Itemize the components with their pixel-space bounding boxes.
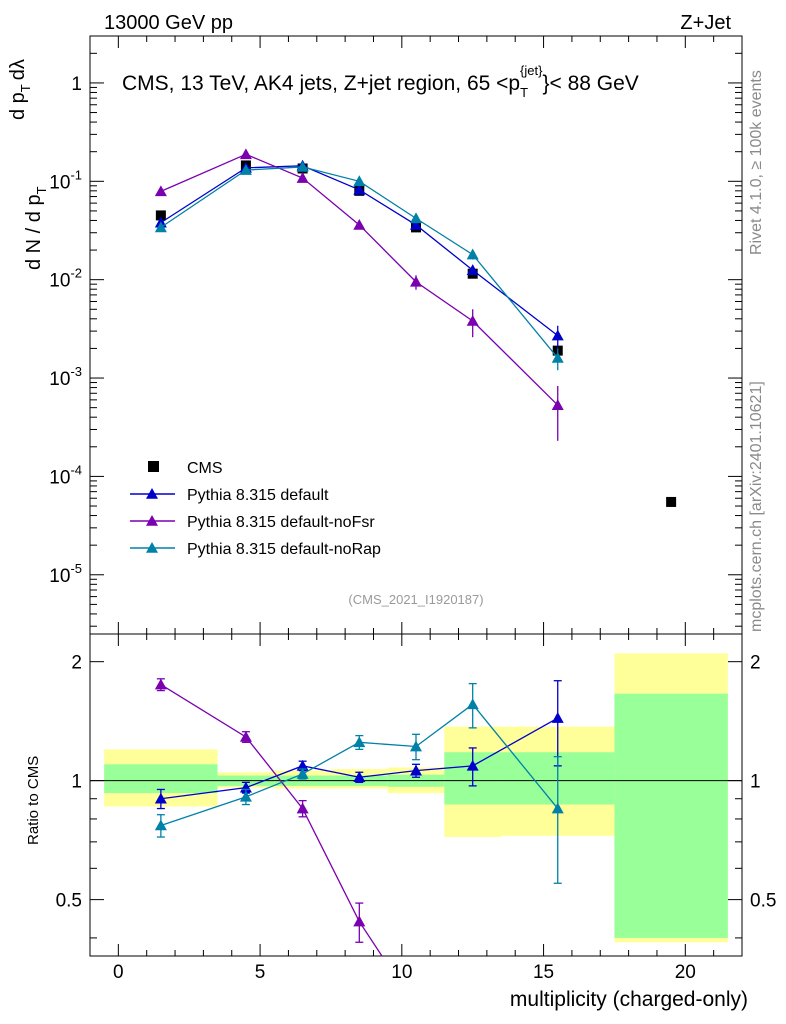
y-tick-label: 10-4 bbox=[49, 462, 82, 488]
noRap-ratio-marker bbox=[551, 802, 564, 814]
noRap-ratio-marker bbox=[239, 790, 252, 802]
default-ratio-marker bbox=[466, 759, 479, 771]
plot-title: CMS, 13 TeV, AK4 jets, Z+jet region, 65 … bbox=[122, 63, 639, 100]
process-label: Z+Jet bbox=[680, 12, 731, 34]
noFsr-ratio-marker bbox=[239, 730, 252, 742]
ratio-series-layer bbox=[154, 678, 564, 957]
noRap-marker bbox=[154, 221, 167, 233]
default-marker bbox=[410, 218, 422, 230]
legend-marker-cms bbox=[148, 461, 159, 472]
noRap-ratio-marker bbox=[466, 698, 479, 710]
ratio-y-tick-label: 1 bbox=[71, 772, 82, 793]
default-ratio-marker bbox=[551, 712, 564, 723]
noFsr-marker bbox=[239, 148, 252, 160]
x-tick-label: 20 bbox=[675, 962, 696, 983]
default-marker bbox=[353, 183, 366, 195]
legend-label: Pythia 8.315 default-noRap bbox=[187, 541, 381, 558]
noFsr-marker bbox=[466, 315, 479, 326]
noFsr-marker bbox=[296, 172, 309, 183]
y-tick-label: 10-1 bbox=[49, 167, 82, 193]
legend-marker bbox=[146, 515, 158, 526]
noRap-marker bbox=[239, 164, 252, 175]
y-tick-label: 10-2 bbox=[49, 266, 82, 292]
default-ratio-marker bbox=[154, 792, 167, 804]
legend-marker bbox=[146, 488, 158, 499]
ratio-y-tick-label: 2 bbox=[71, 653, 82, 674]
noRap-ratio-marker bbox=[296, 767, 309, 779]
main-series-layer bbox=[154, 148, 677, 507]
x-tick-label: 0 bbox=[113, 962, 124, 983]
ratio-y-tick-label-right: 1 bbox=[750, 772, 761, 793]
noFsr-ratio-marker bbox=[296, 802, 309, 814]
cms-data-point bbox=[155, 210, 166, 221]
ratio-y-axis-label: Ratio to CMS bbox=[25, 756, 42, 845]
cms-data-point bbox=[666, 496, 677, 507]
uncertainty-bands bbox=[90, 653, 742, 943]
noRap-ratio-marker bbox=[154, 819, 167, 831]
noRap-marker bbox=[551, 351, 564, 363]
legend-label: Pythia 8.315 default bbox=[187, 487, 329, 504]
svg-text:d pTdλ: d pTdλ bbox=[7, 59, 33, 120]
y-tick-label: 10-5 bbox=[49, 561, 82, 587]
side-label-rivet: Rivet 4.1.0, ≥ 100k events bbox=[748, 70, 765, 255]
noRap-marker bbox=[296, 160, 309, 172]
band-stat bbox=[104, 764, 218, 794]
noFsr-ratio-marker bbox=[353, 915, 366, 927]
ratio-y-tick-label: 0.5 bbox=[56, 891, 82, 912]
default-ratio-marker bbox=[296, 759, 309, 771]
noRap-marker bbox=[466, 248, 479, 260]
ratio-plot-frame bbox=[89, 633, 743, 957]
default-marker bbox=[551, 329, 564, 341]
energy-label: 13000 GeV pp bbox=[104, 12, 233, 34]
band-stat bbox=[614, 693, 728, 938]
main-y-axis-label: d N / d pT d pTdλ bbox=[7, 59, 49, 270]
noFsr-marker bbox=[154, 185, 167, 197]
svg-text:CMS, 13 TeV, AK4 jets, Z+jet r: CMS, 13 TeV, AK4 jets, Z+jet region, 65 … bbox=[122, 63, 639, 100]
noFsr-marker bbox=[353, 218, 366, 230]
legend-label: Pythia 8.315 default-noFsr bbox=[187, 514, 375, 531]
noRap-ratio-marker bbox=[353, 736, 366, 748]
ratio-y-tick-label-right: 0.5 bbox=[750, 891, 776, 912]
x-axis-label: multiplicity (charged-only) bbox=[510, 988, 748, 1011]
y-tick-label: 1 bbox=[71, 74, 82, 95]
axes-ticks: 0 5 10 15 20 10-5 10-4 10-3 10-2 10-1 1 0.5 0.5 1 1 2 2 bbox=[49, 35, 776, 983]
default-ratio-marker bbox=[353, 771, 366, 783]
legend-label: CMS bbox=[187, 460, 223, 477]
ratio-y-tick-label-right: 2 bbox=[750, 653, 761, 674]
default-marker bbox=[466, 264, 479, 275]
noFsr-ratio-line bbox=[160, 684, 383, 957]
noRap-marker bbox=[353, 175, 366, 187]
legend: CMS Pythia 8.315 default Pythia 8.315 defa… bbox=[130, 460, 381, 558]
y-tick-label: 10-3 bbox=[49, 364, 82, 390]
noFsr-marker bbox=[551, 399, 564, 410]
svg-text:d N / d pT: d N / d pT bbox=[23, 186, 49, 270]
x-tick-label: 10 bbox=[391, 962, 412, 983]
noFsr-marker bbox=[410, 275, 422, 287]
noFsr-ratio-marker bbox=[154, 678, 167, 690]
noRap-ratio-marker bbox=[410, 740, 422, 752]
x-tick-label: 5 bbox=[255, 962, 266, 983]
side-label-mcplots: mcplots.cern.ch [arXiv:2401.10621] bbox=[748, 381, 765, 632]
analysis-id: (CMS_2021_I1920187) bbox=[348, 592, 483, 607]
x-tick-label: 15 bbox=[533, 962, 554, 983]
default-ratio-marker bbox=[410, 764, 422, 776]
legend-marker bbox=[146, 542, 158, 553]
noRap-marker bbox=[410, 212, 422, 224]
